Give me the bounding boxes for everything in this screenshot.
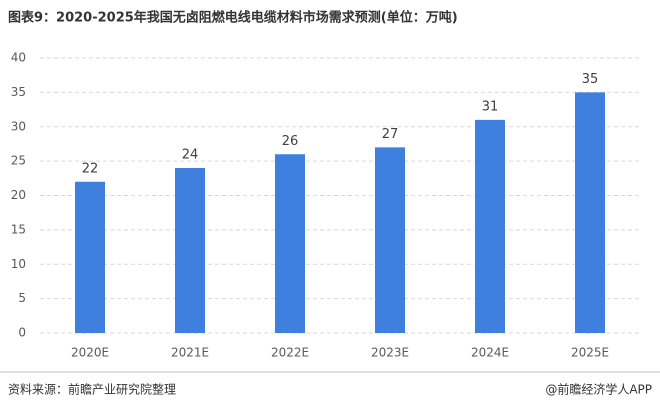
bar	[75, 181, 105, 333]
bar	[475, 119, 505, 333]
x-tick-label: 2020E	[71, 346, 109, 360]
bar	[175, 168, 205, 333]
value-label: 24	[182, 148, 199, 163]
value-label: 27	[382, 127, 399, 142]
y-tick-label: 10	[11, 257, 26, 271]
value-label: 22	[82, 161, 99, 176]
x-tick-label: 2021E	[171, 346, 209, 360]
source-note: 资料来源：前瞻产业研究院整理	[8, 382, 176, 397]
x-tick-label: 2022E	[271, 346, 309, 360]
value-label: 26	[282, 134, 299, 149]
x-tick-label: 2025E	[571, 346, 609, 360]
y-tick-label: 0	[18, 326, 26, 340]
bar	[375, 147, 405, 333]
y-tick-label: 25	[11, 154, 26, 168]
x-tick-label: 2023E	[371, 346, 409, 360]
value-label: 35	[582, 72, 599, 87]
y-tick-label: 35	[11, 85, 26, 99]
y-tick-label: 15	[11, 222, 26, 236]
bar	[275, 154, 305, 333]
y-tick-label: 5	[18, 291, 26, 305]
chart-title: 图表9：2020-2025年我国无卤阻燃电线电缆材料市场需求预测(单位：万吨)	[8, 10, 458, 26]
y-tick-label: 20	[11, 188, 26, 202]
x-tick-label: 2024E	[471, 346, 509, 360]
bar	[575, 92, 605, 333]
y-tick-label: 40	[11, 51, 26, 65]
y-tick-label: 30	[11, 119, 26, 133]
credit-note: @前瞻经济学人APP	[545, 382, 652, 397]
value-label: 31	[482, 99, 499, 114]
